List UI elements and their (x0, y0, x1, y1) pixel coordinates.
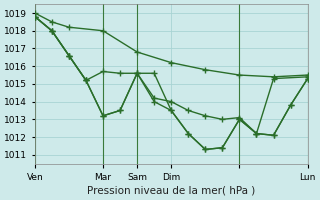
X-axis label: Pression niveau de la mer( hPa ): Pression niveau de la mer( hPa ) (87, 186, 255, 196)
